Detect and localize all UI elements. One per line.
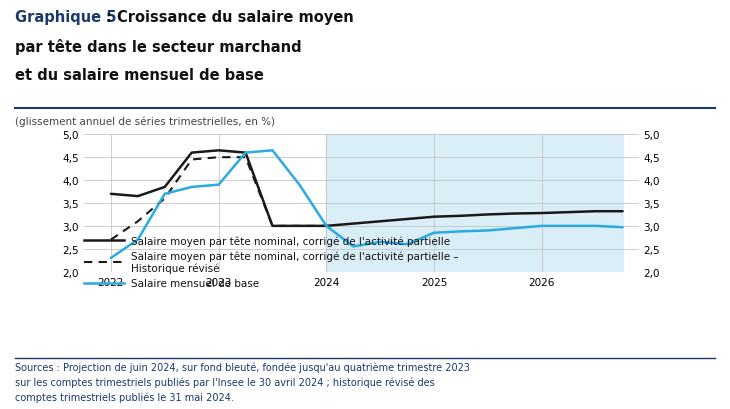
Text: Salaire mensuel de base: Salaire mensuel de base [131, 279, 260, 288]
Text: Salaire moyen par tête nominal, corrigé de l'activité partielle: Salaire moyen par tête nominal, corrigé … [131, 236, 450, 246]
Text: Sources : Projection de juin 2024, sur fond bleuté, fondée jusqu'au quatrième tr: Sources : Projection de juin 2024, sur f… [15, 362, 469, 402]
Text: par tête dans le secteur marchand: par tête dans le secteur marchand [15, 39, 301, 55]
Text: (glissement annuel de séries trimestrielles, en %): (glissement annuel de séries trimestriel… [15, 117, 274, 127]
Text: : Croissance du salaire moyen: : Croissance du salaire moyen [106, 10, 353, 25]
Text: et du salaire mensuel de base: et du salaire mensuel de base [15, 67, 264, 83]
Bar [326, 135, 623, 272]
Text: Salaire moyen par tête nominal, corrigé de l'activité partielle –
Historique rév: Salaire moyen par tête nominal, corrigé … [131, 251, 459, 274]
Text: Graphique 5: Graphique 5 [15, 10, 116, 25]
